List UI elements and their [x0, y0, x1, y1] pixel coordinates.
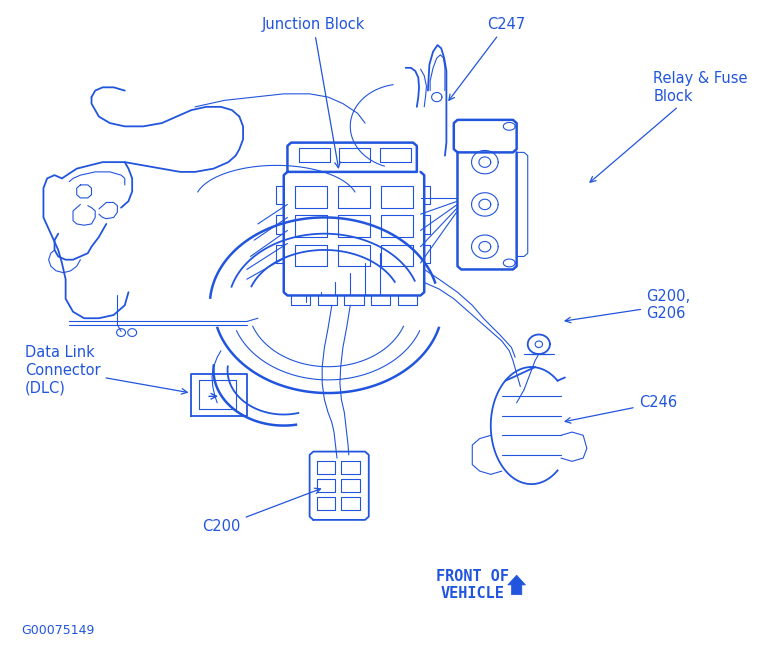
- Text: Data Link
Connector
(DLC): Data Link Connector (DLC): [25, 345, 187, 395]
- Text: G00075149: G00075149: [22, 624, 94, 637]
- Text: G200,
G206: G200, G206: [565, 289, 690, 323]
- Text: Relay & Fuse
Block: Relay & Fuse Block: [590, 71, 748, 182]
- Text: Junction Block: Junction Block: [262, 17, 365, 168]
- Text: C246: C246: [565, 396, 677, 423]
- Text: C200: C200: [203, 488, 320, 534]
- Text: FRONT OF
VEHICLE: FRONT OF VEHICLE: [435, 569, 508, 601]
- Polygon shape: [508, 575, 525, 595]
- Text: C247: C247: [449, 17, 525, 100]
